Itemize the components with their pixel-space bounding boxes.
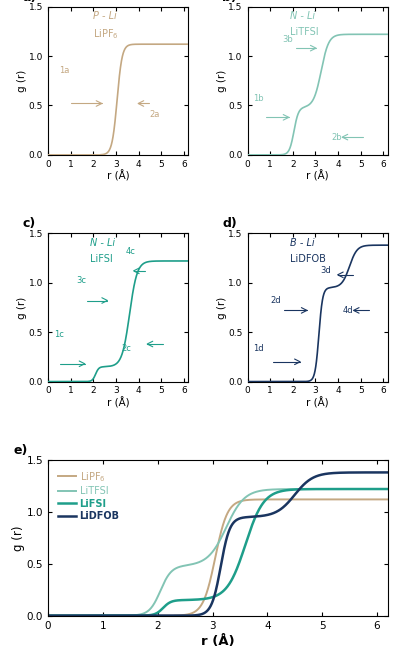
Text: 1b: 1b — [253, 94, 264, 103]
Text: c): c) — [23, 217, 36, 230]
Text: 2c: 2c — [121, 344, 131, 354]
X-axis label: r (Å): r (Å) — [201, 635, 235, 647]
Text: 4c: 4c — [125, 246, 135, 256]
X-axis label: r (Å): r (Å) — [306, 397, 329, 408]
Text: d): d) — [222, 217, 237, 230]
Text: a): a) — [23, 0, 37, 4]
X-axis label: r (Å): r (Å) — [107, 170, 130, 181]
Text: 1d: 1d — [253, 344, 264, 354]
Text: 3b: 3b — [283, 34, 293, 44]
Text: 1c: 1c — [54, 330, 64, 339]
Text: P - Li: P - Li — [93, 11, 117, 21]
Text: N - Li: N - Li — [290, 11, 315, 21]
Text: B - Li: B - Li — [290, 238, 314, 248]
Text: LiFSI: LiFSI — [90, 254, 113, 264]
Text: LiDFOB: LiDFOB — [290, 254, 326, 264]
Text: 1a: 1a — [59, 66, 70, 75]
Y-axis label: g (r): g (r) — [217, 297, 227, 318]
Text: LiTFSI: LiTFSI — [290, 27, 318, 37]
Text: 3c: 3c — [76, 276, 86, 285]
Text: 2a: 2a — [149, 111, 160, 119]
Y-axis label: g (r): g (r) — [17, 70, 27, 92]
Text: 3d: 3d — [320, 266, 331, 275]
Y-axis label: g (r): g (r) — [217, 70, 227, 92]
Text: 4d: 4d — [343, 306, 354, 315]
Y-axis label: g (r): g (r) — [12, 525, 25, 551]
Text: N - Li: N - Li — [90, 238, 115, 248]
Legend: LiPF$_6$, LiTFSI, LiFSI, LiDFOB: LiPF$_6$, LiTFSI, LiFSI, LiDFOB — [56, 468, 122, 523]
Text: LiPF$_6$: LiPF$_6$ — [93, 27, 118, 41]
Text: 2d: 2d — [270, 295, 281, 305]
Text: b): b) — [222, 0, 237, 4]
Text: 2b: 2b — [332, 132, 342, 142]
Y-axis label: g (r): g (r) — [17, 297, 27, 318]
X-axis label: r (Å): r (Å) — [306, 170, 329, 181]
Text: e): e) — [14, 444, 28, 457]
X-axis label: r (Å): r (Å) — [107, 397, 130, 408]
